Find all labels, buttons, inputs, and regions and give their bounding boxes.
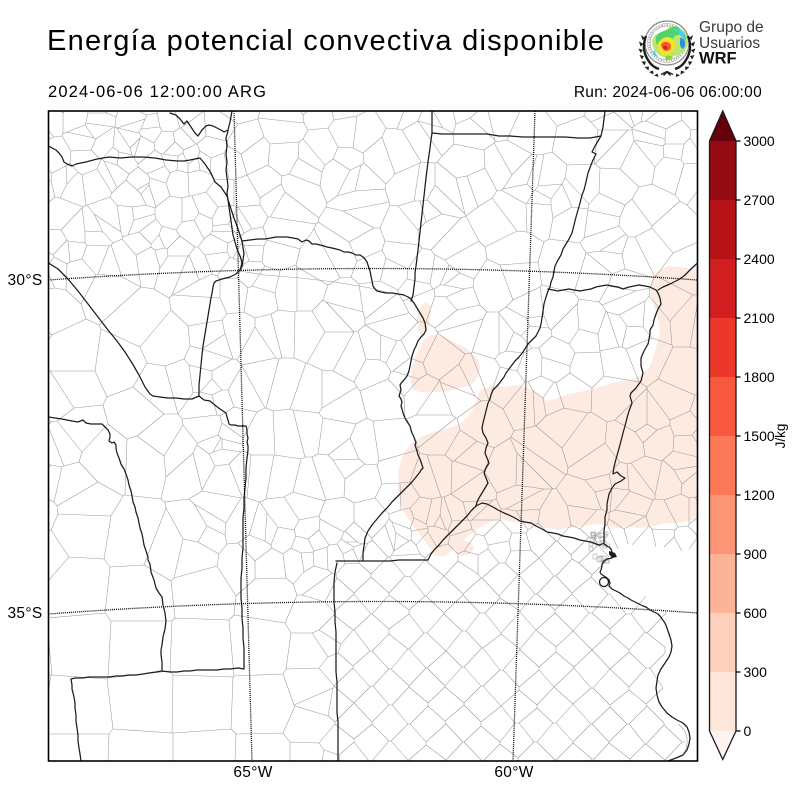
svg-text:300: 300: [744, 664, 768, 680]
svg-text:900: 900: [744, 546, 768, 562]
svg-text:2100: 2100: [744, 310, 775, 326]
svg-text:1200: 1200: [744, 487, 775, 503]
svg-text:Grupo de: Grupo de: [699, 19, 764, 36]
svg-text:Usuarios: Usuarios: [699, 35, 760, 52]
svg-text:3000: 3000: [744, 133, 775, 149]
svg-text:600: 600: [744, 605, 768, 621]
svg-text:1800: 1800: [744, 369, 775, 385]
svg-text:2400: 2400: [744, 251, 775, 267]
svg-text:J/kg: J/kg: [773, 424, 788, 449]
svg-text:1500: 1500: [744, 428, 775, 444]
svg-text:0: 0: [744, 723, 752, 739]
svg-text:WRF: WRF: [699, 50, 737, 68]
svg-text:2700: 2700: [744, 192, 775, 208]
